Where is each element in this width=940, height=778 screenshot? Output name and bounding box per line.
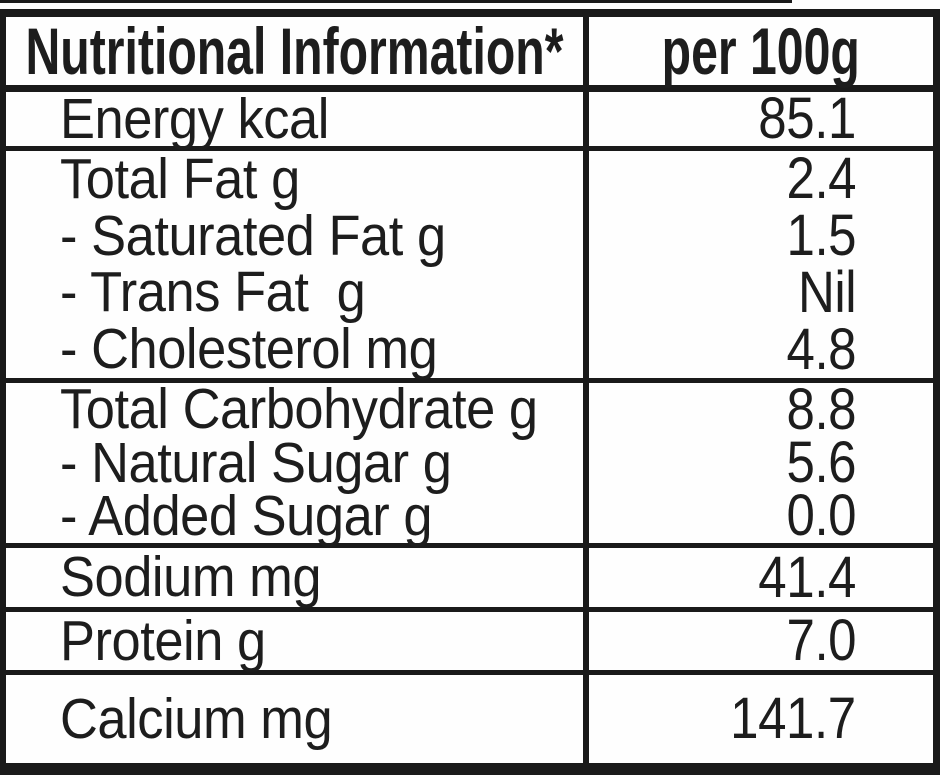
row-label: Sodium mg [6, 548, 583, 607]
nutrition-table: Nutritional Information* per 100g Energy… [0, 9, 940, 775]
nutrient-value: 8.8 [786, 376, 856, 442]
nutrient-value: 4.8 [786, 316, 856, 382]
nutrient-value: 85.1 [758, 86, 856, 151]
section-sodium: Sodium mg 41.4 [6, 548, 933, 612]
row-value: 85.1 [589, 86, 933, 151]
nutrient-value: 2.4 [786, 146, 856, 212]
row-value: 8.8 [589, 376, 933, 442]
nutrient-value: 0.0 [786, 483, 856, 549]
top-edge-artifact [0, 0, 792, 3]
section-values: 41.4 [589, 548, 933, 607]
nutrient-label: Total Fat g [60, 146, 300, 211]
row-value: 41.4 [589, 548, 933, 607]
nutrient-label: - Added Sugar g [60, 483, 433, 548]
row-label: Protein g [6, 612, 583, 670]
section-energy: Energy kcal 85.1 [6, 86, 933, 151]
header-title-line: Nutritional Information* [6, 17, 583, 85]
section-carbohydrate: Total Carbohydrate g - Natural Sugar g -… [6, 376, 933, 549]
nutrient-label: Energy kcal [60, 86, 329, 151]
header-title-cell: Nutritional Information* [6, 17, 589, 85]
row-label: - Cholesterol mg [6, 321, 583, 378]
section-protein: Protein g 7.0 [6, 612, 933, 675]
section-values: 7.0 [589, 612, 933, 670]
row-value: 0.0 [589, 483, 933, 549]
section-labels: Energy kcal [6, 86, 589, 151]
nutrient-label: - Natural Sugar g [60, 430, 452, 495]
section-values: 85.1 [589, 86, 933, 151]
section-values: 8.8 5.6 0.0 [589, 376, 933, 549]
nutrient-value: 5.6 [786, 430, 856, 495]
header-per100g-line: per 100g [589, 17, 933, 85]
nutrient-label: Total Carbohydrate g [60, 377, 538, 442]
nutrient-value: 1.5 [786, 203, 856, 269]
column-header: per 100g [661, 14, 861, 88]
section-labels: Protein g [6, 612, 589, 670]
row-label: Calcium mg [6, 675, 583, 763]
section-values: 141.7 [589, 675, 933, 763]
row-value: 2.4 [589, 146, 933, 212]
row-value: Nil [589, 259, 933, 325]
nutrient-label: Protein g [60, 608, 266, 673]
nutrient-value: Nil [797, 259, 857, 325]
row-value: 7.0 [589, 612, 933, 670]
section-calcium: Calcium mg 141.7 [6, 675, 933, 763]
row-label: Total Fat g [6, 146, 583, 211]
row-label: Total Carbohydrate g [6, 377, 583, 442]
nutrient-value: 141.7 [730, 686, 856, 751]
row-value: 1.5 [589, 203, 933, 269]
nutrient-label: - Cholesterol mg [60, 317, 438, 382]
section-labels: Total Carbohydrate g - Natural Sugar g -… [6, 377, 589, 548]
table-header-row: Nutritional Information* per 100g [6, 17, 933, 92]
header-per100g-cell: per 100g [589, 17, 933, 85]
row-value: 141.7 [589, 675, 933, 763]
nutrient-label: - Saturated Fat g [60, 203, 446, 268]
nutrient-label: - Trans Fat g [60, 260, 366, 325]
row-label: - Trans Fat g [6, 260, 583, 325]
section-values: 2.4 1.5 Nil 4.8 [589, 146, 933, 382]
row-value: 4.8 [589, 316, 933, 382]
row-label: - Saturated Fat g [6, 203, 583, 268]
section-fat: Total Fat g - Saturated Fat g - Trans Fa… [6, 146, 933, 383]
nutrient-label: Sodium mg [60, 545, 322, 609]
row-label: Energy kcal [6, 86, 583, 151]
section-labels: Calcium mg [6, 675, 589, 763]
nutrient-label: Calcium mg [60, 686, 333, 751]
row-value: 5.6 [589, 430, 933, 495]
table-title: Nutritional Information* [25, 14, 564, 88]
nutrient-value: 41.4 [758, 544, 856, 610]
nutrient-value: 7.0 [786, 608, 856, 673]
section-labels: Sodium mg [6, 548, 589, 607]
row-label: - Natural Sugar g [6, 430, 583, 495]
row-label: - Added Sugar g [6, 483, 583, 548]
section-labels: Total Fat g - Saturated Fat g - Trans Fa… [6, 146, 589, 378]
